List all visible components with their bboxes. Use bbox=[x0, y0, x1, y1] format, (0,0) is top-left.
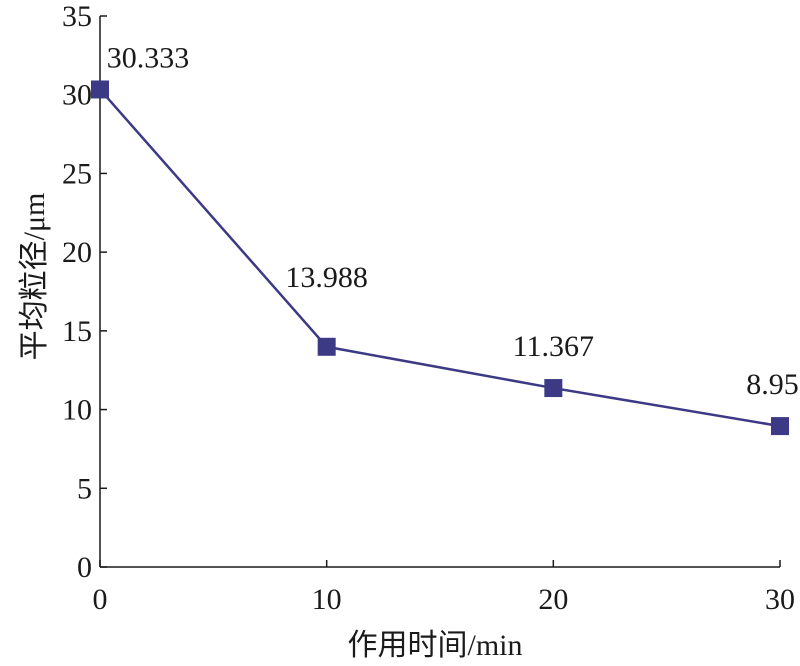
data-label: 30.333 bbox=[107, 41, 190, 74]
x-tick-label: 0 bbox=[93, 583, 108, 616]
axes bbox=[99, 16, 780, 568]
y-tick-label: 30 bbox=[62, 79, 92, 112]
y-tick-label: 35 bbox=[62, 0, 92, 33]
y-tick-label: 5 bbox=[77, 472, 92, 505]
data-point-marker bbox=[771, 417, 789, 436]
ticks: 0 5 10 15 20 25 30 35 0 10 20 30 bbox=[62, 0, 795, 616]
y-tick-label: 20 bbox=[62, 236, 92, 269]
data-label: 13.988 bbox=[285, 261, 368, 294]
data-label: 8.951 bbox=[746, 368, 800, 401]
x-axis-title: 作用时间/min bbox=[347, 629, 522, 662]
series-line bbox=[99, 88, 781, 428]
data-point-marker bbox=[317, 337, 336, 356]
y-axis-title: 平均粒径/μm bbox=[18, 193, 51, 361]
data-point-marker bbox=[91, 80, 109, 99]
x-tick-label: 20 bbox=[538, 583, 568, 616]
series bbox=[91, 80, 789, 436]
data-point-marker bbox=[544, 379, 563, 398]
y-tick-label: 15 bbox=[62, 315, 92, 348]
y-tick-label: 10 bbox=[62, 394, 92, 427]
x-tick-label: 30 bbox=[765, 583, 795, 616]
y-tick-label: 25 bbox=[62, 157, 92, 190]
y-tick-label: 0 bbox=[77, 551, 92, 584]
x-tick-label: 10 bbox=[312, 583, 342, 616]
data-labels: 30.333 13.988 11.367 8.951 bbox=[107, 41, 800, 401]
data-label: 11.367 bbox=[513, 330, 594, 363]
